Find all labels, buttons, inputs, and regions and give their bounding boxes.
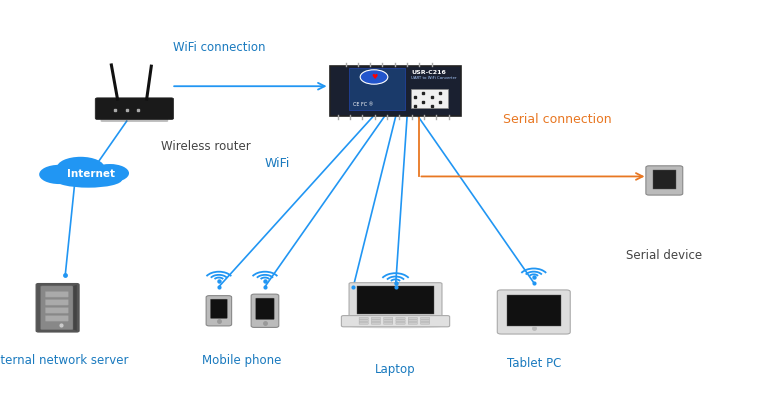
Text: CE FC ®: CE FC ® — [353, 103, 374, 107]
Circle shape — [360, 70, 388, 84]
Text: Serial device: Serial device — [626, 249, 703, 261]
FancyBboxPatch shape — [341, 316, 449, 327]
FancyBboxPatch shape — [95, 98, 174, 119]
FancyBboxPatch shape — [396, 320, 406, 322]
FancyBboxPatch shape — [206, 296, 232, 326]
Text: WiFi: WiFi — [265, 158, 290, 170]
FancyBboxPatch shape — [36, 284, 79, 332]
FancyBboxPatch shape — [45, 316, 68, 321]
Ellipse shape — [57, 157, 104, 178]
FancyBboxPatch shape — [507, 295, 561, 326]
FancyBboxPatch shape — [330, 66, 461, 116]
FancyBboxPatch shape — [383, 322, 392, 324]
Text: Laptop: Laptop — [376, 363, 415, 376]
Polygon shape — [71, 285, 77, 331]
FancyBboxPatch shape — [256, 298, 274, 319]
FancyBboxPatch shape — [421, 322, 430, 324]
FancyBboxPatch shape — [411, 89, 448, 108]
FancyBboxPatch shape — [41, 286, 73, 330]
Ellipse shape — [346, 324, 445, 328]
FancyBboxPatch shape — [45, 292, 68, 297]
Text: ♥: ♥ — [371, 74, 377, 80]
FancyBboxPatch shape — [101, 116, 168, 122]
Text: Tablet PC: Tablet PC — [507, 357, 561, 370]
FancyBboxPatch shape — [45, 300, 68, 305]
Ellipse shape — [503, 330, 564, 334]
FancyBboxPatch shape — [498, 290, 570, 334]
Text: Serial connection: Serial connection — [503, 113, 611, 126]
FancyBboxPatch shape — [372, 320, 381, 322]
FancyBboxPatch shape — [372, 318, 381, 319]
FancyBboxPatch shape — [359, 320, 369, 322]
FancyBboxPatch shape — [421, 320, 430, 322]
Text: Internet: Internet — [68, 170, 115, 179]
FancyBboxPatch shape — [409, 320, 418, 322]
FancyBboxPatch shape — [210, 299, 227, 318]
FancyBboxPatch shape — [45, 308, 68, 313]
Ellipse shape — [91, 164, 129, 182]
FancyBboxPatch shape — [396, 322, 406, 324]
FancyBboxPatch shape — [409, 322, 418, 324]
Text: WiFi connection: WiFi connection — [173, 41, 265, 54]
FancyBboxPatch shape — [359, 318, 369, 319]
Text: Mobile phone: Mobile phone — [202, 354, 282, 367]
Text: External network server: External network server — [0, 354, 129, 367]
FancyBboxPatch shape — [349, 68, 405, 110]
FancyBboxPatch shape — [383, 320, 392, 322]
FancyBboxPatch shape — [383, 318, 392, 319]
Text: Wireless router: Wireless router — [161, 140, 251, 153]
FancyBboxPatch shape — [372, 322, 381, 324]
FancyBboxPatch shape — [396, 318, 406, 319]
FancyBboxPatch shape — [646, 166, 683, 195]
FancyBboxPatch shape — [349, 283, 442, 318]
FancyBboxPatch shape — [653, 170, 676, 189]
Text: UART to WiFi Converter: UART to WiFi Converter — [411, 76, 456, 80]
Ellipse shape — [55, 172, 122, 188]
Text: USR-C216: USR-C216 — [411, 70, 445, 75]
FancyBboxPatch shape — [409, 318, 418, 319]
FancyBboxPatch shape — [359, 322, 369, 324]
FancyBboxPatch shape — [251, 294, 279, 327]
FancyBboxPatch shape — [421, 318, 430, 319]
FancyBboxPatch shape — [356, 286, 434, 314]
Ellipse shape — [39, 165, 79, 184]
